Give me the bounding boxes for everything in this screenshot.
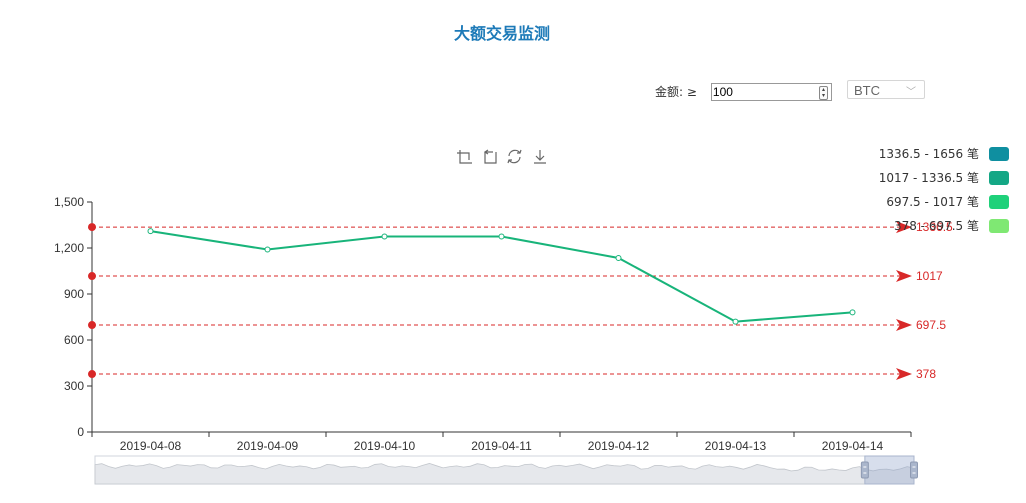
legend-swatch xyxy=(989,219,1009,233)
mark-line-arrow-icon xyxy=(896,319,912,332)
x-tick-label: 2019-04-11 xyxy=(471,439,532,453)
mark-line-start-dot xyxy=(88,370,96,379)
currency-select[interactable]: BTC ﹀ xyxy=(847,80,925,99)
legend-item[interactable]: 378 - 697.5 笔 xyxy=(894,218,1009,233)
mark-line-start-dot xyxy=(88,223,96,232)
data-zoom-window[interactable] xyxy=(864,455,915,485)
legend-swatch xyxy=(989,195,1009,209)
y-tick-label: 300 xyxy=(64,379,84,393)
x-tick-label: 2019-04-09 xyxy=(237,439,299,453)
mark-line-start-dot xyxy=(88,321,96,330)
mark-line-start-dot xyxy=(88,272,96,281)
amount-input[interactable] xyxy=(710,83,832,101)
x-tick-label: 2019-04-13 xyxy=(705,439,767,453)
data-point[interactable] xyxy=(147,228,154,235)
data-zoom-slider[interactable] xyxy=(94,455,918,485)
legend-item[interactable]: 1017 - 1336.5 笔 xyxy=(879,170,1009,185)
y-tick-label: 1,200 xyxy=(54,241,84,255)
x-tick-label: 2019-04-10 xyxy=(354,439,416,453)
y-tick-label: 600 xyxy=(64,333,84,347)
mark-lines: 1336.5 1017 697.5 378 xyxy=(88,220,953,381)
mark-line: 378 xyxy=(88,367,936,381)
filter-bar: 金额: ≥ xyxy=(655,80,832,102)
legend-label: 697.5 - 1017 笔 xyxy=(886,194,979,209)
currency-select-value: BTC xyxy=(854,83,880,98)
y-tick-label: 1,500 xyxy=(54,195,84,209)
data-point[interactable] xyxy=(498,233,505,240)
mark-line-label: 697.5 xyxy=(916,318,946,332)
mark-line-label: 1336.5 xyxy=(916,220,953,234)
y-tick-label: 0 xyxy=(77,425,84,439)
amount-label: 金额: ≥ xyxy=(655,84,697,99)
mark-line-arrow-icon xyxy=(896,270,912,283)
legend-swatch xyxy=(989,147,1009,161)
legend-item[interactable]: 697.5 - 1017 笔 xyxy=(886,194,1009,209)
data-zoom-start-handle[interactable] xyxy=(860,461,869,479)
data-point[interactable] xyxy=(849,309,856,316)
visual-map-legend: 1336.5 - 1656 笔 1017 - 1336.5 笔 697.5 - 10… xyxy=(879,146,1009,233)
data-point[interactable] xyxy=(381,233,388,240)
legend-swatch xyxy=(989,171,1009,185)
chart-toolbox xyxy=(457,149,546,164)
zoom-reset-icon[interactable] xyxy=(483,149,497,164)
x-tick-label: 2019-04-12 xyxy=(588,439,650,453)
mark-line: 1336.5 xyxy=(88,220,953,234)
download-icon[interactable] xyxy=(534,150,546,164)
legend-item[interactable]: 1336.5 - 1656 笔 xyxy=(879,146,1009,161)
amount-stepper-icon[interactable]: ▴ ▾ xyxy=(819,86,828,100)
data-point[interactable] xyxy=(264,246,271,253)
legend-label: 378 - 697.5 笔 xyxy=(894,218,979,233)
page-title: 大额交易监测 xyxy=(453,24,550,43)
data-point[interactable] xyxy=(732,318,739,325)
mark-line-arrow-icon xyxy=(896,221,912,234)
mark-line-label: 378 xyxy=(916,367,936,381)
legend-label: 1336.5 - 1656 笔 xyxy=(879,146,979,161)
chart-axes: 0 300 600 900 1,200 1,500 2019-04-08 2019-04-09… xyxy=(54,195,912,453)
chevron-down-icon: ﹀ xyxy=(906,87,916,98)
data-zoom-shadow xyxy=(94,463,915,485)
zoom-icon[interactable] xyxy=(457,150,472,164)
x-tick-label: 2019-04-08 xyxy=(120,439,182,453)
data-point[interactable] xyxy=(615,254,622,261)
series-layer xyxy=(147,228,856,325)
x-tick-label: 2019-04-14 xyxy=(822,439,884,453)
mark-line: 1017 xyxy=(88,269,943,283)
mark-line-label: 1017 xyxy=(916,269,943,283)
data-zoom-end-handle[interactable] xyxy=(910,461,918,479)
mark-line: 697.5 xyxy=(88,318,946,332)
restore-icon[interactable] xyxy=(507,149,522,164)
legend-label: 1017 - 1336.5 笔 xyxy=(879,170,979,185)
y-tick-label: 900 xyxy=(64,287,84,301)
mark-line-arrow-icon xyxy=(896,368,912,381)
